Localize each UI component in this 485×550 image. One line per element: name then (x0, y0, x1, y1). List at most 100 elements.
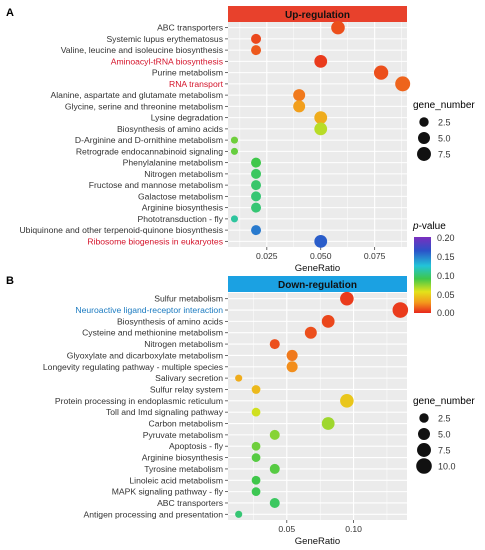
gene-number-legend-title: gene_number (413, 100, 475, 111)
size-legend-dot (419, 117, 429, 127)
data-point (251, 33, 262, 44)
data-point (392, 302, 409, 318)
data-point (286, 361, 298, 373)
y-tick-label: Carbon metabolism (148, 419, 223, 429)
y-tick-label: Antigen processing and presentation (83, 509, 223, 519)
y-tick-label: Neuroactive ligand-receptor interaction (75, 305, 223, 315)
y-tick-label: Nitrogen metabolism (144, 339, 223, 349)
y-tick-label: Arginine biosynthesis (142, 453, 223, 463)
y-tick-label: Cysteine and methionine metabolism (82, 328, 223, 338)
pvalue-tick-label: 0.10 (437, 271, 455, 281)
size-legend-label: 5.0 (438, 134, 451, 144)
x-tick-label: 0.05 (278, 524, 295, 534)
size-legend-dot (418, 132, 430, 144)
y-tick-label: Galactose metabolism (138, 191, 223, 201)
data-point (314, 111, 328, 125)
data-point (321, 417, 335, 430)
y-tick-label: Glyoxylate and dicarboxylate metabolism (67, 350, 223, 360)
y-tick-label: ABC transporters (157, 498, 223, 508)
pvalue-tick-label: 0.00 (437, 308, 455, 318)
x-tick-label: 0.050 (310, 251, 332, 261)
y-tick-label: Phenylalanine metabolism (123, 158, 223, 168)
panel-title-strip (228, 276, 407, 292)
data-point (304, 326, 317, 339)
y-tick-label: Fructose and mannose metabolism (89, 180, 223, 190)
size-legend-dot (418, 428, 430, 440)
data-point (269, 339, 280, 350)
y-tick-label: Toll and Imd signaling pathway (106, 407, 224, 417)
data-point (314, 54, 328, 68)
y-tick-label: Biosynthesis of amino acids (117, 124, 223, 134)
y-tick-label: Phototransduction - fly (137, 214, 223, 224)
y-tick-label: Sulfur metabolism (154, 294, 223, 304)
pvalue-colorbar-legend: p-value 0.20 0.15 0.10 0.05 0.00 (412, 221, 455, 318)
data-point (269, 429, 280, 440)
data-point (251, 157, 262, 168)
y-tick-label: Aminoacyl-tRNA biosynthesis (111, 56, 223, 66)
plot-background (228, 293, 407, 520)
size-legend-label: 7.5 (438, 446, 451, 456)
data-point (331, 20, 345, 35)
data-point (314, 122, 328, 136)
data-point (373, 65, 389, 80)
data-point (251, 202, 262, 213)
gene-number-legend-a: gene_number 2.5 5.0 7.5 (413, 100, 475, 161)
y-tick-label: Arginine biosynthesis (142, 203, 223, 213)
y-tick-label: Ribosome biogenesis in eukaryotes (87, 236, 223, 246)
size-legend-dot (416, 458, 432, 474)
size-legend-dot (419, 413, 429, 423)
y-tick-label: Linoleic acid metabolism (129, 475, 223, 485)
y-tick-label: Tyrosine metabolism (144, 464, 223, 474)
gene-number-legend-title: gene_number (413, 396, 475, 407)
size-legend-label: 7.5 (438, 150, 451, 160)
size-legend-dot (417, 147, 431, 161)
data-point (269, 497, 280, 508)
size-legend-dot (417, 443, 431, 457)
x-tick-label: 0.10 (345, 524, 362, 534)
panel-title: Down-regulation (278, 280, 357, 291)
y-tick-label: Sulfur relay system (150, 384, 223, 394)
data-point (251, 191, 262, 202)
pvalue-legend-title: p-value (412, 221, 446, 232)
data-point (251, 168, 262, 179)
y-tick-label: D-Arginine and D-ornithine metabolism (75, 135, 223, 145)
panel-a-letter: A (6, 7, 14, 19)
y-tick-label: Longevity regulating pathway - multiple … (43, 362, 223, 372)
size-legend-label: 2.5 (438, 414, 451, 424)
panel-title: Up-regulation (285, 10, 350, 21)
data-point (235, 374, 243, 382)
y-tick-label: Apoptosis - fly (169, 441, 224, 451)
data-point (230, 136, 239, 144)
pvalue-colorbar (414, 237, 431, 313)
y-tick-label: MAPK signaling pathway - fly (112, 487, 224, 497)
data-point (251, 225, 262, 236)
x-axis-title: GeneRatio (295, 263, 340, 274)
plot-background (228, 22, 407, 247)
x-tick-label: 0.075 (364, 251, 386, 261)
data-point (230, 147, 239, 155)
data-point (251, 385, 261, 394)
y-tick-label: Glycine, serine and threonine metabolism (65, 101, 223, 111)
data-point (395, 76, 411, 92)
data-point (235, 510, 243, 518)
y-tick-label: Salivary secretion (155, 373, 223, 383)
pvalue-tick-label: 0.05 (437, 290, 455, 300)
y-tick-label: Valine, leucine and isoleucine biosynthe… (61, 45, 223, 55)
data-point (251, 180, 262, 191)
size-legend-label: 2.5 (438, 118, 451, 128)
gene-number-legend-b: gene_number 2.5 5.0 7.5 10.0 (413, 396, 475, 474)
data-point (293, 89, 306, 102)
y-tick-label: Alanine, aspartate and glutamate metabol… (51, 90, 223, 100)
data-point (293, 100, 306, 113)
data-point (251, 475, 261, 485)
data-point (251, 487, 261, 496)
y-tick-label: ABC transporters (157, 23, 223, 33)
size-legend-label: 5.0 (438, 430, 451, 440)
y-tick-label: Ubiquinone and other terpenoid-quinone b… (19, 225, 223, 235)
panel-b-plot: Down-regulation Sulfur metabolismNeuroact… (43, 276, 409, 547)
y-tick-label: RNA transport (169, 79, 224, 89)
y-tick-label: Purine metabolism (152, 68, 223, 78)
data-point (269, 463, 280, 474)
